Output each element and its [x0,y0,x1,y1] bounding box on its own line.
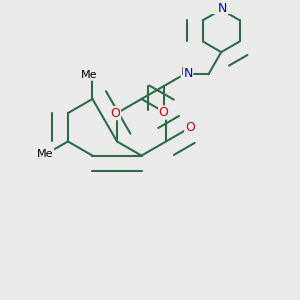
Text: Me: Me [81,70,98,80]
Text: Me: Me [37,149,54,159]
Text: O: O [159,106,169,119]
Text: N: N [218,2,227,15]
Text: O: O [185,121,195,134]
Text: N: N [183,68,193,80]
Text: O: O [111,106,121,120]
Text: H: H [181,67,190,76]
